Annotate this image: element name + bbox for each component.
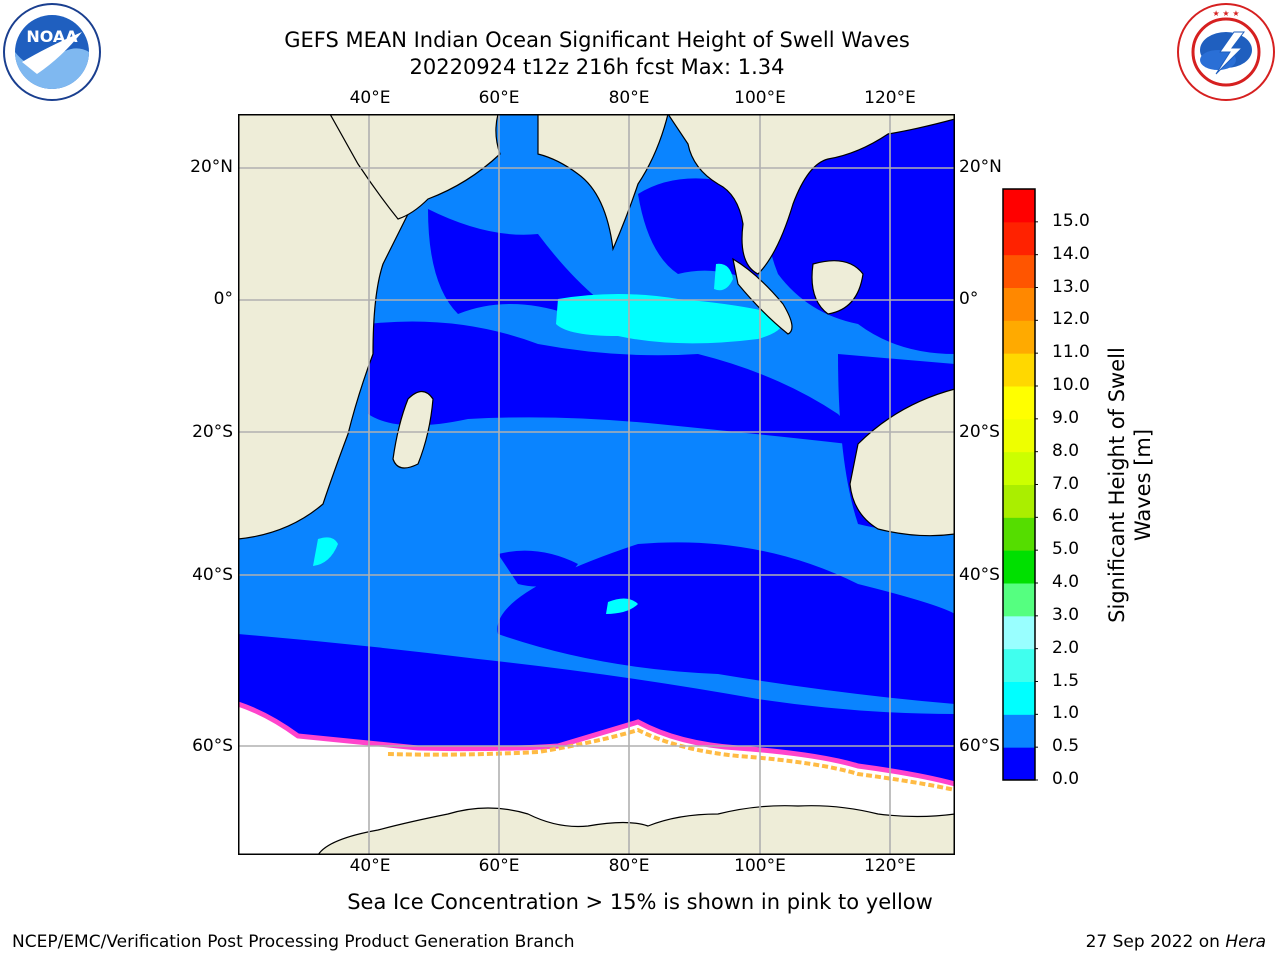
footer-right: 27 Sep 2022 on Hera bbox=[1086, 932, 1266, 952]
colorbar-segment bbox=[1003, 287, 1035, 321]
lat-tick-left-20n: 20°N bbox=[190, 157, 233, 177]
colorbar-segment bbox=[1003, 550, 1035, 584]
colorbar-tick-label: 12.0 bbox=[1052, 309, 1090, 330]
colorbar-label: Significant Height of Swell Waves [m] bbox=[1104, 275, 1156, 695]
colorbar-tick-label: 2.0 bbox=[1052, 637, 1080, 658]
colorbar-segment bbox=[1003, 648, 1035, 682]
sea-ice-caption: Sea Ice Concentration > 15% is shown in … bbox=[347, 890, 933, 914]
lon-tick-bottom-120e: 120°E bbox=[864, 856, 916, 876]
colorbar-segment bbox=[1003, 221, 1035, 256]
colorbar-segment bbox=[1003, 484, 1035, 518]
colorbar-segment bbox=[1003, 320, 1035, 354]
ocean-high-sumatra bbox=[714, 263, 733, 291]
colorbar-segment bbox=[1003, 747, 1035, 781]
colorbar-tick-label: 1.5 bbox=[1052, 670, 1080, 691]
footer-left: NCEP/EMC/Verification Post Processing Pr… bbox=[12, 932, 575, 952]
colorbar-segments bbox=[1003, 189, 1035, 781]
colorbar-tick-label: 14.0 bbox=[1052, 243, 1090, 264]
lon-tick-bottom-60e: 60°E bbox=[478, 856, 520, 876]
ice-edge-pink bbox=[238, 701, 955, 787]
footer-host: Hera bbox=[1225, 932, 1266, 952]
ocean-high-south-patch bbox=[606, 598, 638, 614]
colorbar-segment bbox=[1003, 451, 1035, 485]
lon-tick-top-80e: 80°E bbox=[608, 88, 650, 108]
colorbar-tick-label: 1.0 bbox=[1052, 703, 1080, 724]
land-se-asia bbox=[667, 114, 955, 275]
colorbar-segment bbox=[1003, 418, 1035, 453]
colorbar-segment bbox=[1003, 353, 1035, 387]
lat-tick-left-0: 0° bbox=[213, 289, 233, 309]
colorbar-tick-label: 4.0 bbox=[1052, 572, 1080, 592]
colorbar-tick-label: 7.0 bbox=[1052, 473, 1080, 494]
colorbar-tick-label: 3.0 bbox=[1052, 604, 1080, 625]
colorbar-tick-label: 9.0 bbox=[1052, 407, 1080, 428]
land-sumatra bbox=[732, 257, 793, 335]
colorbar-segment bbox=[1003, 189, 1035, 223]
colorbar-segment bbox=[1003, 583, 1035, 617]
ocean-low-arabian-coast bbox=[428, 209, 598, 314]
colorbar-tick-label: 0.0 bbox=[1052, 769, 1080, 789]
lon-tick-top-40e: 40°E bbox=[349, 88, 391, 108]
ocean-high-equatorial bbox=[556, 294, 783, 344]
lat-tick-right-20s: 20°S bbox=[959, 422, 1000, 442]
footer-date: 27 Sep 2022 on bbox=[1085, 932, 1226, 952]
colorbar-label-line2: Waves [m] bbox=[1131, 428, 1155, 542]
lon-tick-bottom-40e: 40°E bbox=[349, 856, 391, 876]
swell-height-map bbox=[238, 114, 955, 855]
noaa-logo: NOAA bbox=[3, 3, 101, 101]
land-australia bbox=[849, 388, 955, 537]
colorbar-tick-label: 6.0 bbox=[1052, 506, 1080, 527]
map-subtitle: 20220924 t12z 216h fcst Max: 1.34 bbox=[409, 55, 785, 79]
lat-tick-right-60s: 60°S bbox=[959, 736, 1000, 756]
colorbar-tick-label: 11.0 bbox=[1052, 342, 1090, 363]
svg-text:★ ★ ★: ★ ★ ★ bbox=[1212, 9, 1239, 18]
lon-tick-top-120e: 120°E bbox=[864, 88, 916, 108]
lat-tick-right-0: 0° bbox=[959, 289, 979, 309]
colorbar-label-line1: Significant Height of Swell bbox=[1105, 347, 1129, 623]
colorbar-tick-label: 10.0 bbox=[1052, 375, 1090, 395]
map-frame bbox=[238, 114, 955, 855]
colorbar-tick-label: 8.0 bbox=[1052, 440, 1080, 461]
map-title: GEFS MEAN Indian Ocean Significant Heigh… bbox=[284, 28, 910, 52]
ocean-low-bay-bengal bbox=[638, 178, 758, 284]
colorbar-segment bbox=[1003, 254, 1035, 288]
colorbar bbox=[1002, 188, 1038, 781]
colorbar-segment bbox=[1003, 714, 1035, 748]
land-madagascar bbox=[392, 390, 434, 469]
ocean-high-sw-patch bbox=[313, 537, 338, 566]
colorbar-tick-label: 0.5 bbox=[1052, 736, 1080, 757]
ocean-low-southern-swath bbox=[497, 542, 955, 704]
lon-tick-bottom-100e: 100°E bbox=[734, 856, 786, 876]
nws-logo: ★ ★ ★ bbox=[1177, 3, 1275, 101]
ocean-low-equatorial-band bbox=[368, 321, 852, 444]
colorbar-tick-label: 13.0 bbox=[1052, 276, 1090, 297]
colorbar-segment bbox=[1003, 681, 1035, 715]
land-india bbox=[537, 114, 669, 252]
colorbar-segment bbox=[1003, 517, 1035, 551]
lon-tick-bottom-80e: 80°E bbox=[608, 856, 650, 876]
lat-tick-right-20n: 20°N bbox=[959, 157, 1002, 177]
land-arabian-peninsula bbox=[329, 114, 501, 220]
colorbar-tick-label: 15.0 bbox=[1052, 210, 1090, 231]
colorbar-segment bbox=[1003, 615, 1035, 650]
noaa-logo-text: NOAA bbox=[26, 27, 78, 46]
ice-edge-yellow bbox=[387, 727, 955, 792]
land-antarctica bbox=[317, 805, 955, 855]
graticule bbox=[238, 114, 955, 855]
colorbar-tick-label: 5.0 bbox=[1052, 539, 1080, 560]
colorbar-segment bbox=[1003, 386, 1035, 420]
lat-tick-left-40s: 40°S bbox=[192, 565, 233, 585]
lat-tick-left-60s: 60°S bbox=[192, 736, 233, 756]
lon-tick-top-100e: 100°E bbox=[734, 88, 786, 108]
lon-tick-top-60e: 60°E bbox=[478, 88, 520, 108]
lat-tick-left-20s: 20°S bbox=[192, 422, 233, 442]
lat-tick-right-40s: 40°S bbox=[959, 565, 1000, 585]
